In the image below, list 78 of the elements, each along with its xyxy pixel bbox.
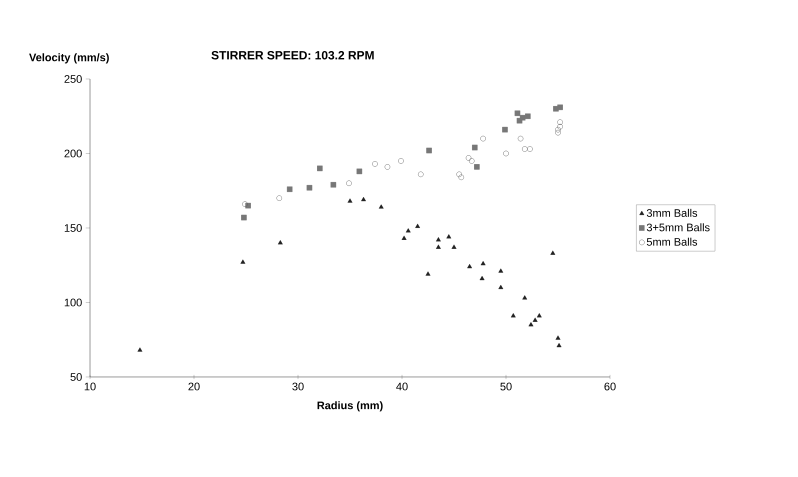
x-tick-label: 30 [292,382,304,390]
point [384,164,390,170]
point [514,110,520,116]
y-axis-title: Velocity (mm/s) [29,53,109,64]
point [426,271,430,276]
x-tick-label: 60 [604,382,616,390]
point [480,260,486,266]
point [361,196,366,202]
point [557,104,563,110]
point [503,150,509,156]
y-tick-label: 50 [70,373,82,381]
point [502,126,508,132]
point [398,158,404,164]
point [555,126,561,132]
y-tick-label: 200 [64,150,82,158]
point [528,322,534,326]
point [372,161,378,167]
x-tick-label: 40 [396,382,408,390]
point [556,342,562,348]
point [406,228,411,232]
point [480,276,485,280]
point [557,119,563,125]
point [555,130,561,136]
point [346,180,352,186]
point [510,313,516,318]
legend-label: 3+5mm Balls [646,223,710,232]
point [436,244,441,249]
point [458,174,464,180]
point [356,168,362,174]
point [317,166,323,172]
chart-title: STIRRER SPEED: 103.2 RPM [211,51,374,60]
legend-label: 5mm Balls [646,238,698,246]
point [240,259,246,264]
point [426,148,432,154]
point [556,335,560,340]
point [474,164,480,170]
y-tick-label: 150 [64,224,82,232]
point [467,264,472,268]
legend-label: 3mm Balls [646,208,698,217]
point [402,236,407,240]
point [536,313,542,318]
point [468,158,474,164]
point [472,144,478,150]
point [557,124,563,130]
point [532,318,538,322]
point [276,195,282,201]
point [330,182,336,188]
y-tick-label: 100 [64,298,82,306]
point [436,237,441,242]
point [456,172,462,178]
point [518,136,524,142]
point [527,146,533,152]
point [415,224,420,228]
point [137,347,142,352]
point [550,250,556,255]
point [418,172,424,178]
point [348,198,352,203]
point [466,155,472,161]
x-tick-label: 10 [84,382,96,390]
point [522,146,528,152]
x-tick-label: 50 [500,382,512,390]
point [498,268,504,273]
point [286,186,292,192]
point [446,234,452,238]
point [522,295,528,300]
point [306,184,312,191]
x-tick-label: 20 [188,382,200,390]
x-axis-title: Radius (mm) [318,401,383,412]
y-tick-label: 250 [64,75,82,83]
point [378,204,384,209]
point [242,201,248,207]
point [480,136,486,142]
point [520,114,526,121]
point [452,244,456,249]
point [241,214,247,220]
point [525,113,531,120]
point [278,240,283,244]
point [498,284,504,290]
